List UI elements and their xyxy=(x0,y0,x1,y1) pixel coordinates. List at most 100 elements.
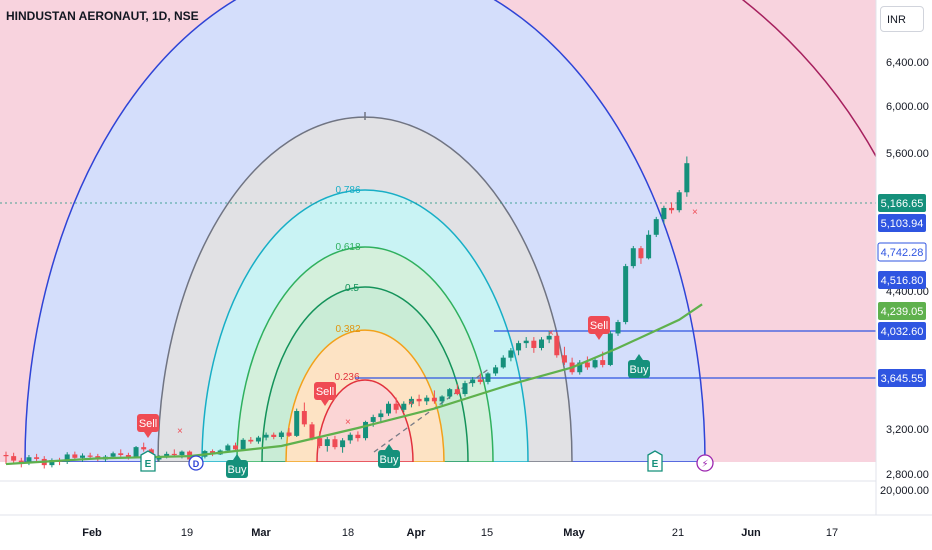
marker-label: D xyxy=(193,459,200,469)
signal-label: Sell xyxy=(316,386,334,398)
candle-down xyxy=(431,397,437,402)
candle-down xyxy=(561,355,567,363)
candle-down xyxy=(584,362,590,368)
price-tag-bg xyxy=(878,369,926,387)
price-tag-bg xyxy=(878,322,926,340)
currency-selector[interactable]: INR xyxy=(880,6,924,32)
moving-average-line[interactable] xyxy=(5,303,703,466)
price-tick: 5,600.00 xyxy=(886,148,929,160)
candle-up xyxy=(156,456,162,460)
marker-label: E xyxy=(652,459,659,470)
candle-up xyxy=(447,389,453,397)
fib-level-labels: 0.786 0.618 0.5 0.382 0.236 xyxy=(334,185,360,383)
candle-up xyxy=(462,383,468,395)
earnings-marker-2[interactable]: E xyxy=(647,450,663,472)
dividend-marker[interactable]: D xyxy=(188,455,204,471)
price-tick: 2,800.00 xyxy=(886,469,929,481)
signal-buy-2[interactable]: Buy xyxy=(378,444,400,468)
candle-up xyxy=(26,457,32,463)
price-tag-label: 4,516.80 xyxy=(881,275,924,287)
trade-crosses: × × × × × xyxy=(177,207,698,437)
candle-up xyxy=(523,340,529,344)
candle-up xyxy=(110,453,116,457)
price-tag-label: 3,645.55 xyxy=(881,373,924,385)
signal-sell-2[interactable]: Sell xyxy=(314,382,336,406)
candle-down xyxy=(454,389,460,395)
candle-down xyxy=(332,439,338,448)
fib-label-0786: 0.786 xyxy=(335,185,360,196)
horizontal-levels[interactable] xyxy=(355,330,876,379)
signal-buy-3[interactable]: Buy xyxy=(628,354,650,378)
candle-up xyxy=(64,454,70,462)
marker-label: ⚡ xyxy=(701,459,708,470)
candle-up xyxy=(340,440,346,448)
signal-sell-3[interactable]: Sell xyxy=(588,316,610,340)
signal-sell-1[interactable]: Sell xyxy=(137,414,159,438)
candle-up xyxy=(470,379,476,384)
candle-down xyxy=(355,434,361,439)
price-tag-label: 4,032.60 xyxy=(881,326,924,338)
fib-label-05: 0.5 xyxy=(345,283,359,294)
candle-down xyxy=(3,455,9,457)
time-tick: Jun xyxy=(741,527,761,539)
time-tick: 18 xyxy=(342,527,354,539)
price-tick: 6,000.00 xyxy=(886,101,929,113)
candle-down xyxy=(171,453,177,456)
candle-up xyxy=(225,445,231,451)
price-tag-bg xyxy=(878,194,926,212)
candle-up xyxy=(133,447,139,458)
time-axis[interactable]: Feb 19 Mar 18 Apr 15 May 21 Jun 17 xyxy=(82,527,838,539)
candle-down xyxy=(18,460,24,463)
price-tag-label: 5,166.65 xyxy=(881,198,924,210)
outer-arc[interactable] xyxy=(730,0,878,160)
candle-down xyxy=(393,403,399,410)
cross-mark: × xyxy=(345,417,351,428)
candle-up xyxy=(401,403,407,410)
candle-up xyxy=(378,413,384,418)
earnings-marker-1[interactable]: E xyxy=(140,450,156,472)
candle-down xyxy=(477,379,483,382)
candle-up xyxy=(370,417,376,422)
candle-down xyxy=(87,455,93,457)
fib-arcs-drawing[interactable] xyxy=(0,0,878,462)
candle-down xyxy=(531,340,537,348)
candle-down xyxy=(118,453,124,455)
signal-buy-1[interactable]: Buy xyxy=(226,454,248,478)
candle-up xyxy=(646,234,652,259)
candle-up xyxy=(546,335,552,340)
candle-up xyxy=(240,439,246,450)
symbol-title[interactable]: HINDUSTAN AERONAUT, 1D, NSE xyxy=(6,9,199,23)
candle-down xyxy=(34,457,40,459)
price-tag-bg xyxy=(878,271,926,289)
price-tag-label: 4,742.28 xyxy=(881,247,924,259)
candle-up xyxy=(263,434,269,438)
candle-up xyxy=(516,343,522,351)
candle-up xyxy=(676,192,682,211)
candle-down xyxy=(669,207,675,211)
candle-down xyxy=(309,424,315,439)
price-tag-bg xyxy=(878,302,926,320)
candle-down xyxy=(233,445,238,450)
candle-up xyxy=(49,460,55,466)
candle-down xyxy=(416,398,422,402)
signal-label: Buy xyxy=(228,464,247,476)
candle-up xyxy=(577,362,583,373)
price-tag-label: 4,239.05 xyxy=(881,306,924,318)
candle-up xyxy=(386,403,391,414)
candle-up xyxy=(630,248,636,267)
fib-label-0618: 0.618 xyxy=(335,242,360,253)
price-tag-bg xyxy=(877,242,927,262)
marker-label: E xyxy=(145,459,152,470)
candle-down xyxy=(638,248,644,259)
candle-up xyxy=(179,451,185,455)
candle-up xyxy=(653,219,659,235)
lower-pane-tick: 20,000.00 xyxy=(880,485,929,497)
candle-down xyxy=(301,411,307,425)
candle-down xyxy=(248,439,254,442)
split-marker-icon[interactable]: ⚡ xyxy=(696,454,714,472)
candle-up xyxy=(684,163,690,193)
price-axis[interactable]: 6,400.00 6,000.00 5,600.00 4,400.00 3,20… xyxy=(880,57,929,497)
price-tag-label: 5,103.94 xyxy=(881,218,924,230)
